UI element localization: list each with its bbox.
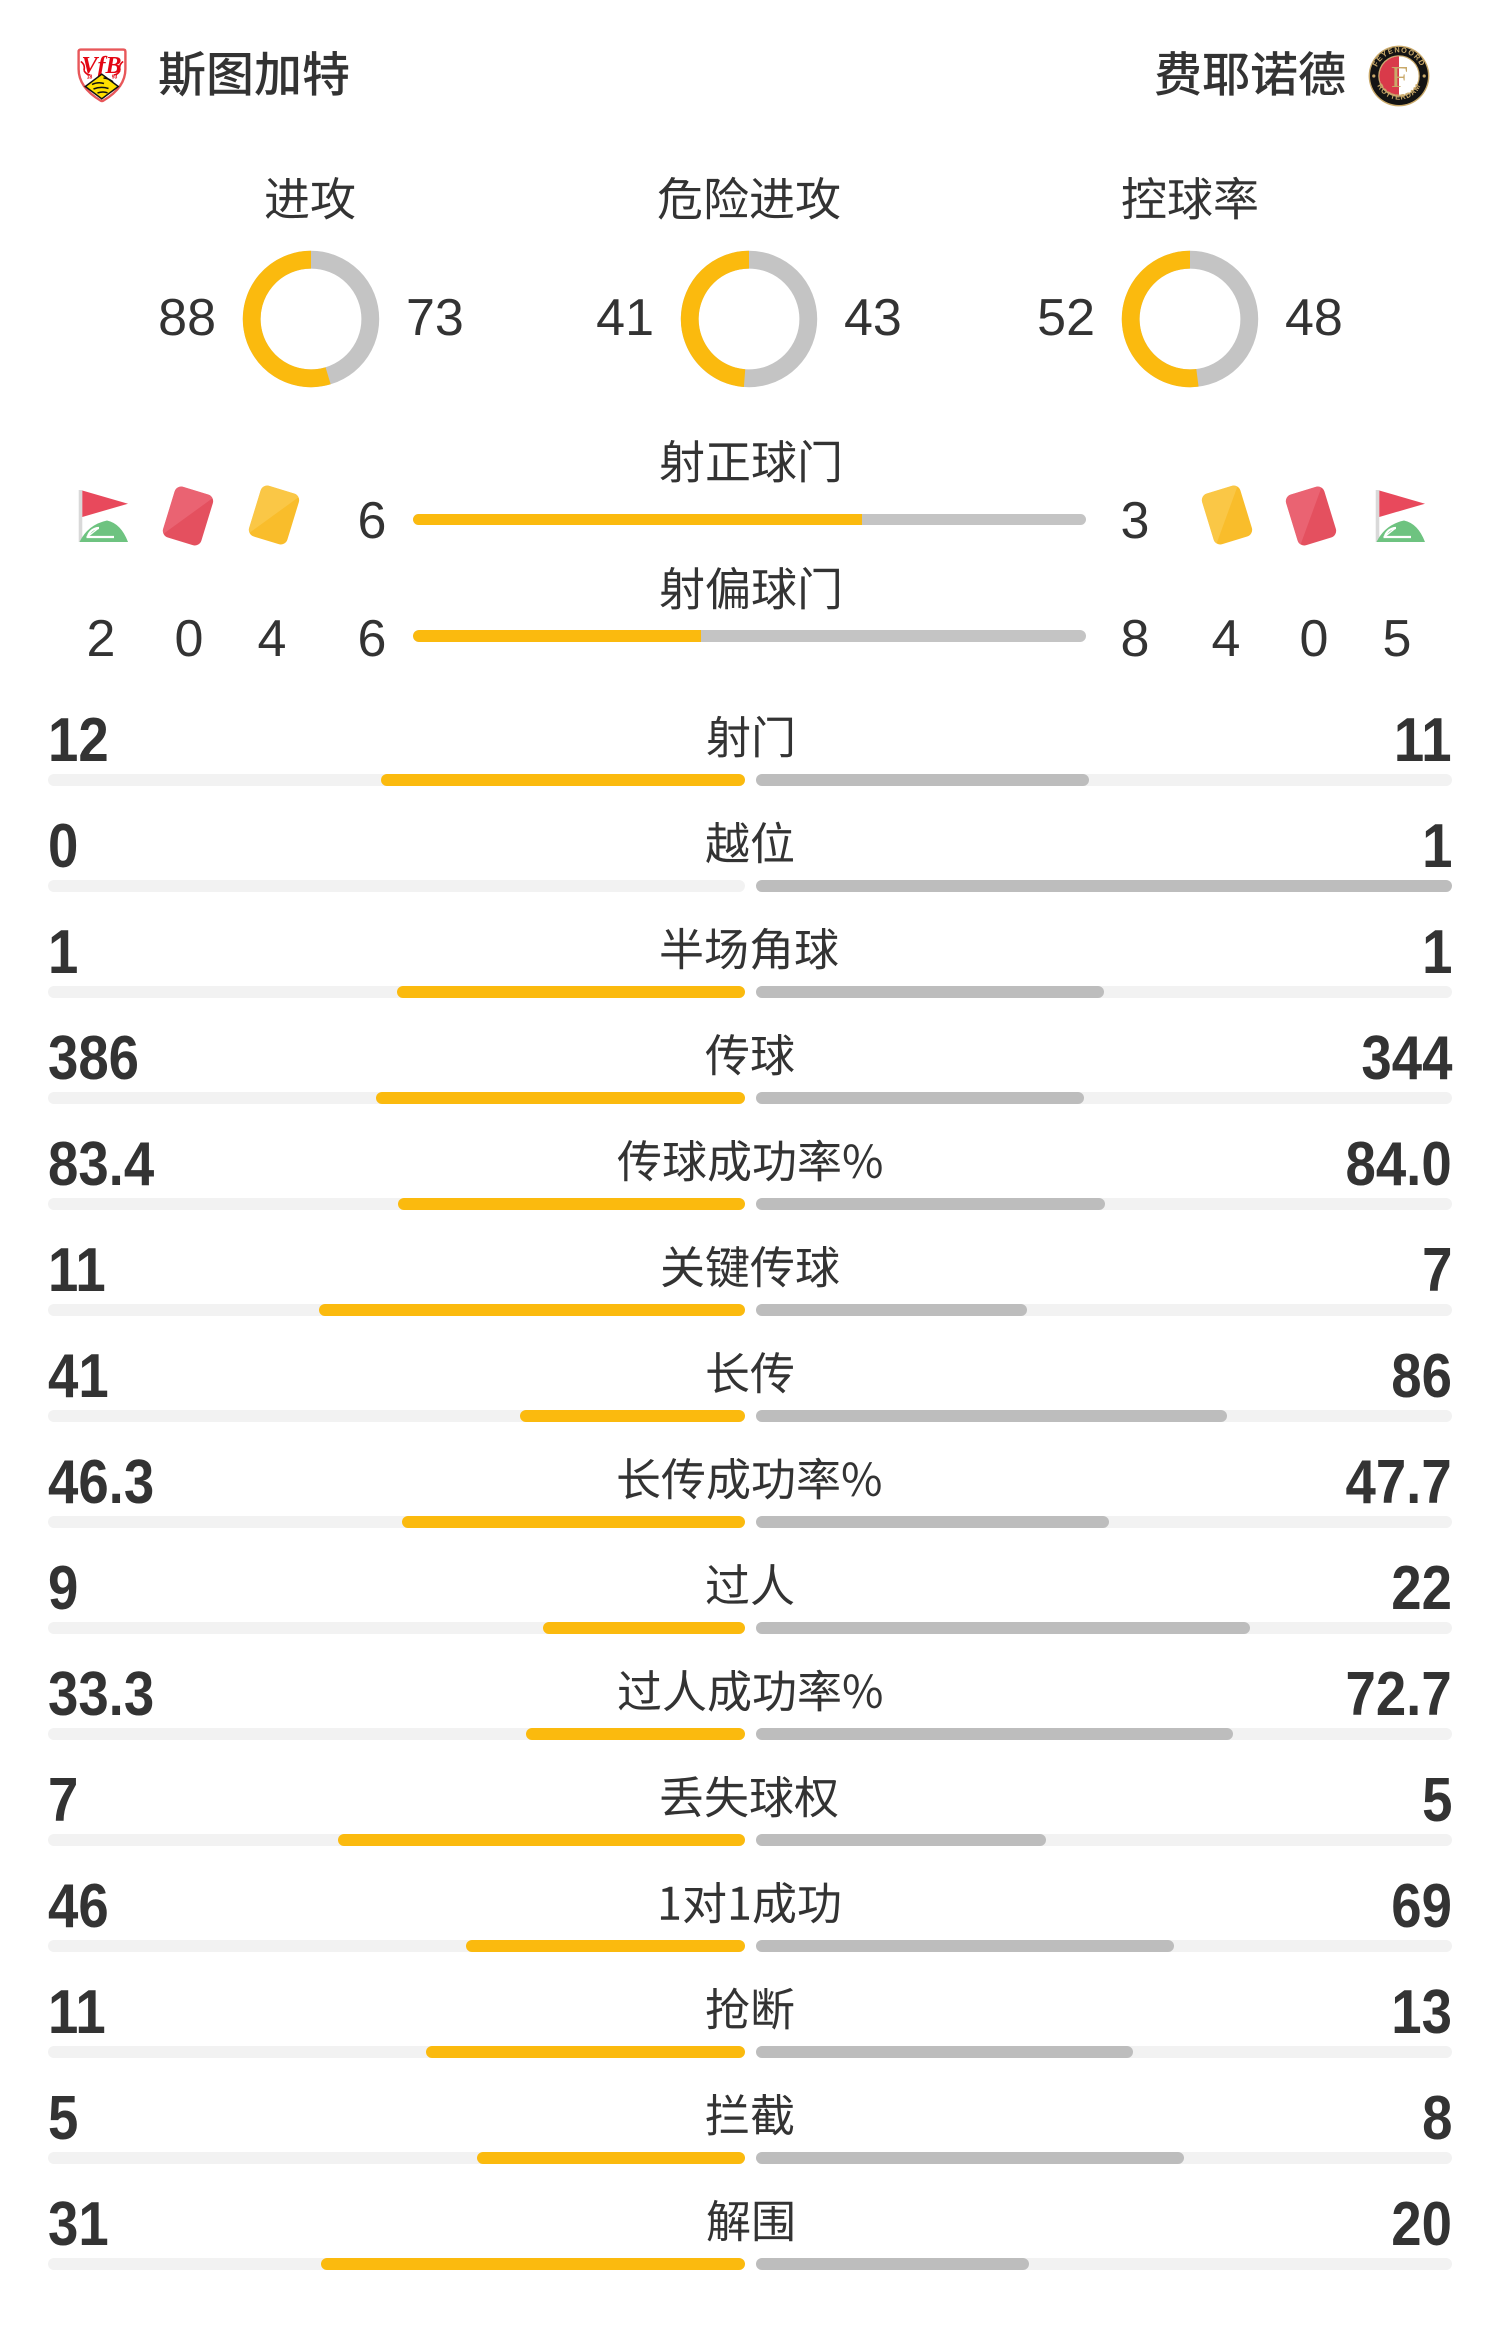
svg-text:F: F — [1391, 59, 1408, 94]
svg-text:93: 93 — [112, 75, 118, 81]
svg-text:18: 18 — [87, 75, 93, 81]
